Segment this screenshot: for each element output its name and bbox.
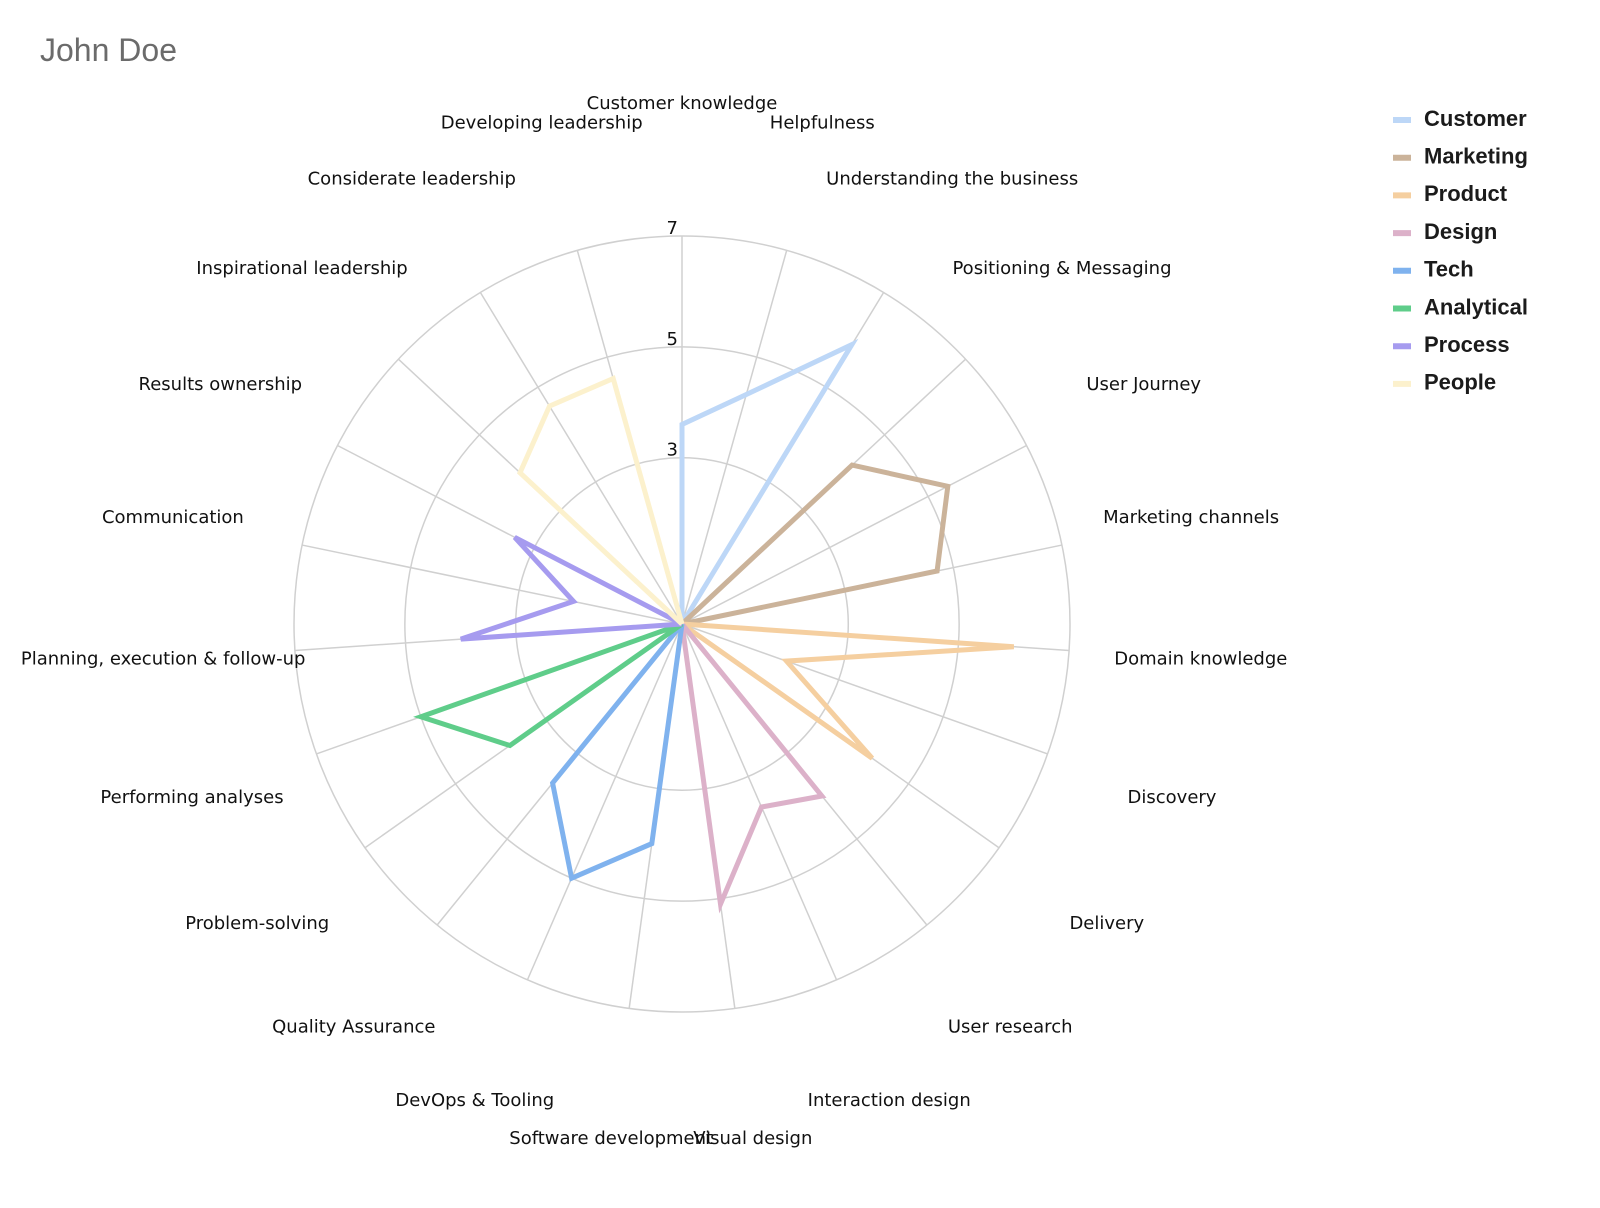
axis-label: User Journey [1086, 374, 1201, 395]
legend-label: Marketing [1424, 144, 1528, 169]
grid-spoke [301, 544, 683, 625]
series-marketing [680, 462, 951, 627]
series-product [680, 621, 1014, 761]
grid-spoke [479, 292, 683, 625]
legend-label: Process [1424, 332, 1510, 357]
tick-labels: 3 5 7 [667, 218, 678, 461]
axis-label: Marketing channels [1103, 507, 1279, 528]
axis-label: User research [948, 1016, 1073, 1037]
axis-label: Domain knowledge [1114, 649, 1287, 670]
series-customer [679, 338, 859, 626]
tick-label: 7 [667, 218, 678, 239]
axis-label: Quality Assurance [272, 1016, 435, 1037]
tick-label: 5 [667, 329, 678, 350]
axis-label: Interaction design [808, 1090, 971, 1111]
grid-spoke [681, 250, 788, 625]
axis-label: Customer knowledge [587, 93, 778, 114]
legend-label: Analytical [1424, 294, 1528, 319]
series-tech [549, 622, 685, 882]
legend-label: Tech [1424, 257, 1474, 282]
legend-label: Design [1424, 219, 1497, 244]
axis-label: Results ownership [139, 374, 303, 395]
axis-label: Helpfulness [770, 112, 875, 133]
grid-spoke [526, 623, 683, 981]
axis-label: Inspirational leadership [196, 258, 407, 279]
series-people [516, 375, 685, 626]
axis-label: Understanding the business [826, 169, 1078, 190]
legend-label: Product [1424, 181, 1508, 206]
axis-label: Communication [102, 507, 244, 528]
axis-label: Delivery [1069, 913, 1144, 934]
axis-label: Problem-solving [185, 913, 329, 934]
legend-label: Customer [1424, 106, 1527, 131]
series-design [679, 622, 827, 914]
grid-spoke [681, 623, 1048, 755]
tick-label: 3 [667, 440, 678, 461]
series-layer [413, 338, 1014, 914]
chart-title: John Doe [40, 32, 177, 68]
series-analytical [413, 621, 684, 749]
axis-label: Planning, execution & follow-up [21, 649, 306, 670]
series-process [460, 535, 684, 642]
legend: Customer Marketing Product Design Tech Analyt… [1393, 106, 1528, 395]
grid-spoke [681, 444, 1027, 625]
axis-label: Visual design [693, 1128, 812, 1149]
axis-label: Considerate leadership [308, 169, 516, 190]
axis-label: DevOps & Tooling [395, 1090, 554, 1111]
legend-label: People [1424, 370, 1496, 395]
axis-label: Performing analyses [100, 787, 283, 808]
axis-label: Positioning & Messaging [952, 258, 1171, 279]
axis-label: Developing leadership [441, 112, 643, 133]
grid-spoke [681, 623, 838, 981]
axis-label: Software development [509, 1128, 713, 1149]
axis-label: Discovery [1128, 787, 1217, 808]
